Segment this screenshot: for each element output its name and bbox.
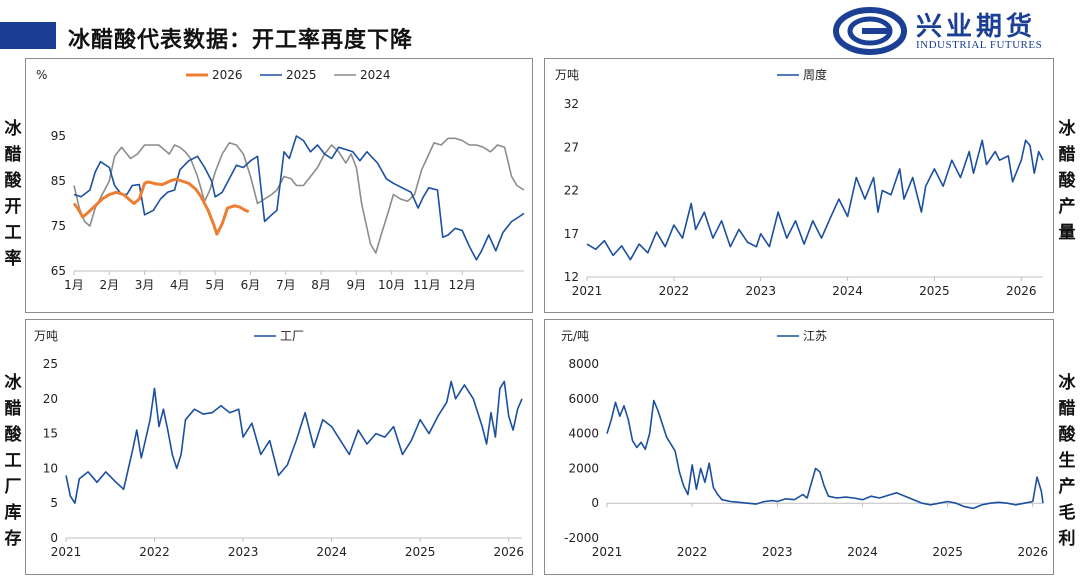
side-label-production: 冰醋酸产量 — [1058, 119, 1076, 243]
x-tick-label: 7月 — [276, 278, 296, 292]
panel-utilization: % 2026 2025 2024 65 75 85 95 1月 2月 3月 4月 5月 6月 7月 8月 9月 1… — [25, 58, 533, 313]
side-label-utilization: 冰醋酸开工率 — [4, 119, 22, 269]
x-tick-label: 2021 — [592, 545, 623, 559]
panel-production: 万吨 周度 12 17 22 27 32 2021 2022 2023 2024 2025 2026 — [544, 58, 1054, 313]
y-tick-label: 95 — [51, 129, 66, 143]
x-tick-label: 2024 — [316, 545, 347, 559]
y-tick-label: 5 — [50, 496, 58, 510]
panel-margin: 元/吨 江苏 -2000 0 2000 4000 6000 8000 2021 2022 2023 2… — [544, 319, 1054, 575]
x-tick-label: 2023 — [762, 545, 793, 559]
y-tick-label: 15 — [43, 427, 58, 441]
y-tick-label: 0 — [591, 496, 599, 510]
x-tick-label: 2022 — [139, 545, 170, 559]
chart-production: 万吨 周度 12 17 22 27 32 2021 2022 2023 2024 2025 2026 — [555, 67, 1044, 298]
x-tick-label: 6月 — [241, 278, 261, 292]
x-tick-label: 2025 — [405, 545, 436, 559]
axis-unit-label: 万吨 — [34, 329, 58, 343]
y-tick-label: 2000 — [568, 461, 599, 475]
series-line-工厂 — [65, 380, 523, 504]
x-tick-label: 2026 — [1018, 545, 1049, 559]
company-logo: 兴业期货 INDUSTRIAL FUTURES — [832, 6, 1072, 56]
x-tick-label: 2021 — [51, 545, 82, 559]
y-tick-label: 85 — [51, 174, 66, 188]
x-tick-label: 2023 — [228, 545, 259, 559]
panel-inventory: 万吨 工厂 0 5 10 15 20 25 2021 2022 2023 2024 2025 2026 — [25, 319, 533, 575]
x-tick-label: 9月 — [347, 278, 367, 292]
legend-label: 周度 — [803, 67, 827, 82]
y-tick-label: 27 — [564, 140, 579, 154]
x-tick-label: 11月 — [413, 278, 440, 292]
y-tick-label: 4000 — [568, 427, 599, 441]
x-tick-label: 3月 — [135, 278, 155, 292]
x-tick-label: 2026 — [493, 545, 524, 559]
y-tick-label: 17 — [564, 227, 579, 241]
x-tick-label: 2021 — [572, 284, 603, 298]
x-tick-label: 2024 — [832, 284, 863, 298]
y-tick-label: 25 — [43, 357, 58, 371]
series-line-周度 — [586, 139, 1044, 261]
x-tick-label: 2025 — [919, 284, 950, 298]
series-line-2024 — [73, 137, 525, 254]
y-tick-label: 0 — [50, 531, 58, 545]
x-tick-label: 2026 — [1006, 284, 1037, 298]
side-label-inventory: 冰醋酸工厂库存 — [4, 373, 22, 549]
logo-emblem-icon — [833, 7, 907, 55]
y-tick-label: 8000 — [568, 357, 599, 371]
x-tick-label: 12月 — [449, 278, 476, 292]
axis-unit-label: 元/吨 — [561, 329, 589, 343]
y-tick-label: 10 — [43, 461, 58, 475]
x-tick-label: 5月 — [205, 278, 225, 292]
y-tick-label: 12 — [564, 270, 579, 284]
y-tick-label: 32 — [564, 97, 579, 111]
title-accent-bar — [0, 22, 56, 49]
axis-unit-label: 万吨 — [555, 68, 579, 82]
x-tick-label: 2022 — [659, 284, 690, 298]
chart-margin: 元/吨 江苏 -2000 0 2000 4000 6000 8000 2021 2022 2023 2… — [561, 329, 1049, 559]
legend-label: 2026 — [212, 68, 243, 82]
axis-unit-label: % — [36, 68, 47, 82]
x-tick-label: 2023 — [745, 284, 776, 298]
y-tick-label: 6000 — [568, 392, 599, 406]
chart-utilization: % 2026 2025 2024 65 75 85 95 1月 2月 3月 4月 5月 6月 7月 8月 9月 1… — [36, 68, 525, 292]
y-tick-label: 22 — [564, 184, 579, 198]
legend-label: 2025 — [286, 68, 317, 82]
logo-chinese-name: 兴业期货 — [916, 12, 1037, 42]
y-tick-label: 65 — [51, 264, 66, 278]
y-tick-label: -2000 — [564, 531, 599, 545]
y-tick-label: 20 — [43, 392, 58, 406]
legend-label: 2024 — [360, 68, 391, 82]
x-tick-label: 2025 — [932, 545, 963, 559]
series-line-2025 — [73, 135, 525, 261]
logo-english-name: INDUSTRIAL FUTURES — [916, 39, 1043, 51]
page-title: 冰醋酸代表数据：开工率再度下降 — [68, 28, 414, 53]
y-tick-label: 75 — [51, 219, 66, 233]
x-tick-label: 2022 — [677, 545, 708, 559]
x-tick-label: 8月 — [311, 278, 331, 292]
x-tick-label: 4月 — [170, 278, 190, 292]
series-line-2026 — [72, 177, 250, 236]
side-label-margin: 冰醋酸生产毛利 — [1058, 373, 1076, 549]
series-line-江苏 — [606, 399, 1044, 510]
legend-label: 江苏 — [803, 329, 827, 343]
x-tick-label: 2024 — [847, 545, 878, 559]
x-tick-label: 2月 — [99, 278, 119, 292]
x-tick-label: 10月 — [378, 278, 405, 292]
x-tick-label: 1月 — [64, 278, 84, 292]
legend-label: 工厂 — [280, 329, 304, 343]
